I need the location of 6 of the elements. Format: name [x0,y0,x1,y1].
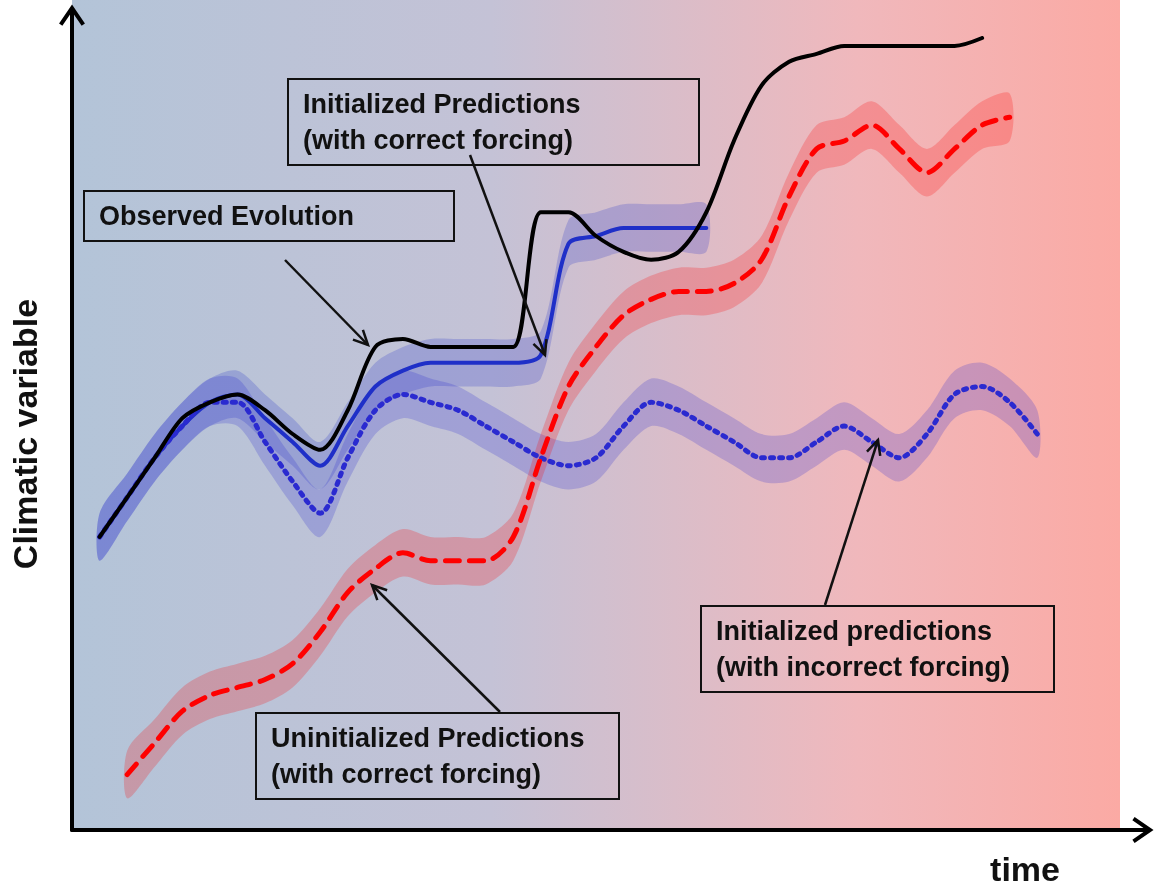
annotation: Uninitialized Predictions (with correct forcing) [255,712,620,800]
annotation: Initialized Predictions (with correct forcing) [287,78,700,166]
y-axis-title: Climatic variable [6,298,44,570]
annotation: Observed Evolution [83,190,455,242]
annotation: Initialized predictions (with incorrect forcing) [700,605,1055,693]
x-axis-title: time [990,850,1060,888]
